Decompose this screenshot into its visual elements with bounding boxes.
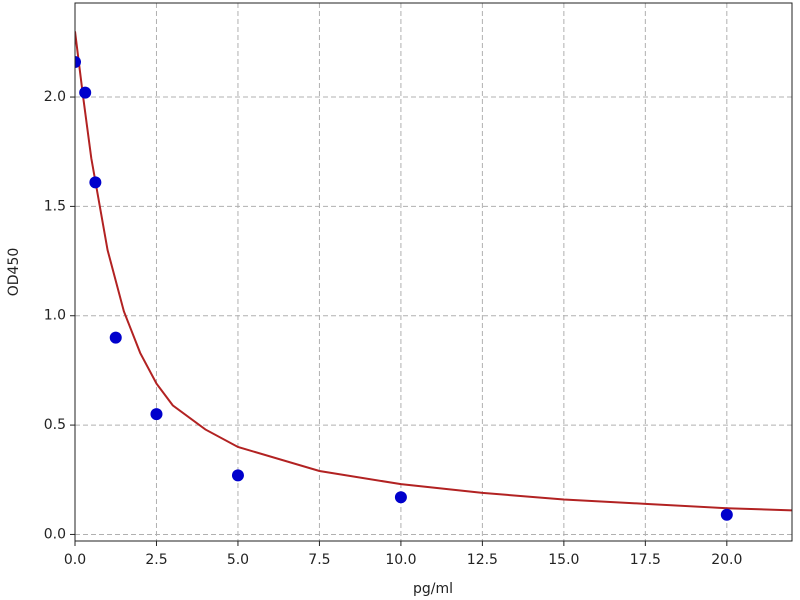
axes: 0.0 2.5 5.0 7.5 10.0 12.5 15.0 17.5 20.0 0.0 0.5 1.… xyxy=(44,89,743,568)
data-point xyxy=(75,56,81,69)
marks xyxy=(75,31,792,521)
data-point xyxy=(150,408,163,421)
x-tick-label: 17.5 xyxy=(630,552,661,568)
plot-frame xyxy=(74,2,793,542)
y-tick-label: 1.0 xyxy=(44,308,66,324)
x-tick-label: 15.0 xyxy=(548,552,579,568)
x-tick-label: 20.0 xyxy=(711,552,742,568)
y-tick-label: 1.5 xyxy=(44,198,66,214)
x-tick-label: 7.5 xyxy=(308,552,330,568)
y-axis-label: OD450 xyxy=(6,248,22,297)
x-tick-label: 10.0 xyxy=(385,552,416,568)
y-tick-label: 0.5 xyxy=(44,417,66,433)
y-tick-label: 2.0 xyxy=(44,89,66,105)
data-point xyxy=(720,508,733,521)
data-point xyxy=(109,331,122,344)
x-tick-label: 12.5 xyxy=(467,552,498,568)
y-tick-label: 0.0 xyxy=(44,526,66,542)
fit-curve xyxy=(75,31,792,512)
data-point xyxy=(79,86,92,99)
data-point xyxy=(89,176,102,189)
x-tick-label: 5.0 xyxy=(227,552,249,568)
data-point xyxy=(231,469,244,482)
data-point xyxy=(394,491,407,504)
grid xyxy=(74,3,792,541)
x-tick-label: 2.5 xyxy=(145,552,167,568)
plot-area xyxy=(75,3,792,541)
x-tick-label: 0.0 xyxy=(64,552,86,568)
x-axis-label: pg/ml xyxy=(413,581,453,597)
